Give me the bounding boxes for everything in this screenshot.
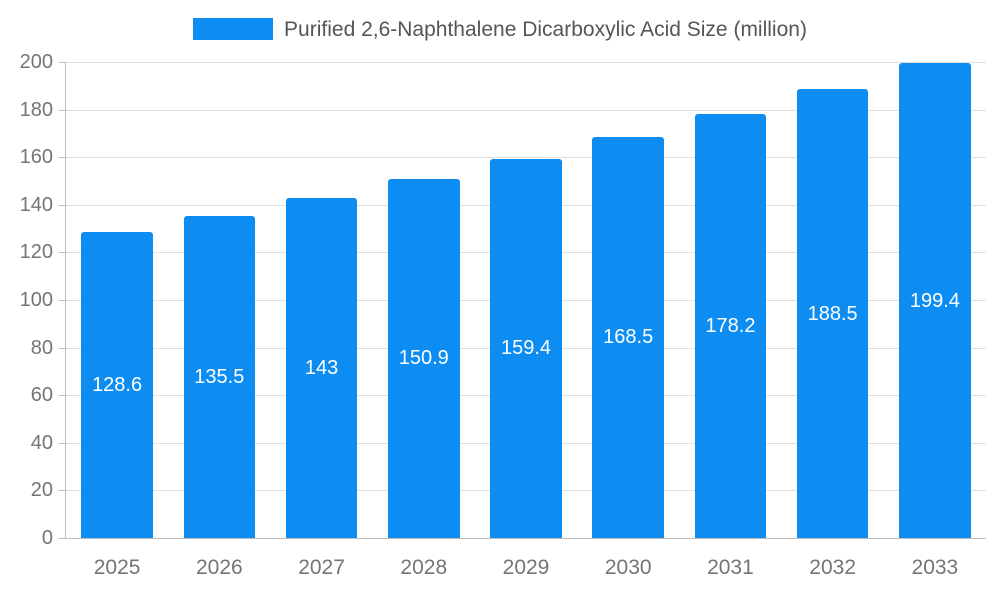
bar-value-label: 150.9 [398, 347, 449, 370]
y-tick-label: 180 [19, 98, 53, 121]
y-tick-label: 40 [30, 431, 53, 454]
bar: 199.4 [899, 63, 971, 538]
bar: 188.5 [796, 89, 869, 538]
y-tick-mark [59, 490, 65, 492]
bar-value-label: 143 [304, 356, 339, 379]
bar-value-label: 128.6 [92, 373, 143, 396]
x-tick-label: 2027 [298, 556, 345, 579]
y-tick-label: 120 [19, 241, 53, 264]
x-tick-label: 2033 [911, 556, 959, 579]
x-tick-label: 2032 [809, 556, 857, 579]
y-tick-label: 80 [30, 336, 53, 359]
legend-swatch [193, 18, 274, 40]
y-tick-label: 140 [19, 193, 53, 216]
y-tick-label: 200 [19, 51, 53, 73]
legend: Purified 2,6-Naphthalene Dicarboxylic Ac… [0, 18, 1000, 40]
x-tick-label: 2025 [93, 556, 141, 579]
gridline [66, 62, 986, 63]
bar: 150.9 [388, 178, 460, 538]
bar: 135.5 [183, 215, 256, 538]
y-tick-mark [59, 395, 65, 397]
x-tick-label: 2031 [707, 556, 754, 579]
legend-title: Purified 2,6-Naphthalene Dicarboxylic Ac… [284, 17, 807, 41]
y-tick-mark [59, 300, 65, 301]
y-tick-mark [59, 62, 65, 63]
bar-value-label: 178.2 [705, 314, 756, 337]
y-tick-label: 100 [19, 289, 53, 311]
y-tick-mark [59, 157, 65, 159]
y-tick-mark [59, 252, 65, 254]
bar-value-label: 159.4 [500, 337, 552, 360]
bar-value-label: 188.5 [807, 302, 858, 325]
y-tick-label: 160 [19, 146, 53, 169]
bar-value-label: 135.5 [194, 365, 245, 388]
bar-value-label: 168.5 [603, 326, 654, 349]
y-tick-mark [59, 109, 65, 111]
bar: 128.6 [81, 231, 153, 538]
bar: 168.5 [592, 136, 664, 538]
x-tick-label: 2028 [400, 556, 448, 579]
bar: 178.2 [694, 113, 767, 538]
y-tick-mark [59, 347, 65, 349]
x-tick-label: 2029 [502, 556, 550, 579]
y-tick-label: 0 [41, 527, 53, 549]
bar: 143 [285, 197, 358, 538]
x-tick-label: 2030 [604, 556, 652, 579]
x-tick-label: 2026 [195, 556, 243, 579]
bar: 159.4 [490, 158, 562, 538]
y-tick-mark [59, 538, 65, 539]
y-tick-mark [59, 442, 65, 444]
y-tick-label: 20 [30, 479, 53, 502]
bar-value-label: 199.4 [909, 289, 960, 312]
y-tick-label: 60 [30, 384, 53, 407]
plot-area: 0 20 40 60 80 100 120 140 160 180 200 128.6 2025 135.… [20, 52, 986, 578]
y-tick-mark [59, 204, 65, 206]
